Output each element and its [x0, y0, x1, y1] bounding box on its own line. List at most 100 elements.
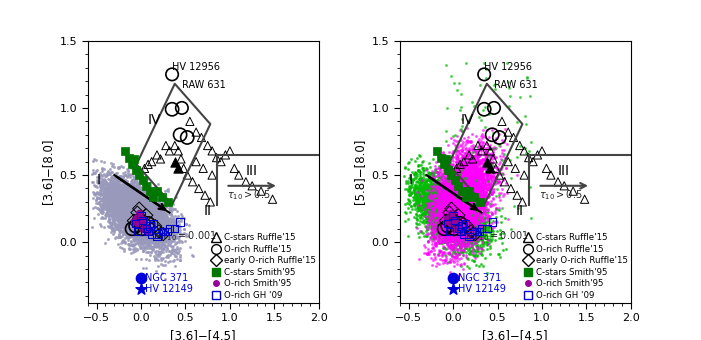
Point	[414, 204, 426, 210]
Point	[142, 236, 154, 241]
Point	[120, 192, 131, 197]
Point	[147, 225, 158, 230]
Point	[125, 203, 137, 209]
Point	[459, 221, 470, 226]
Point	[168, 257, 179, 263]
Point	[122, 191, 133, 197]
Point	[131, 198, 142, 204]
Point	[108, 214, 119, 219]
Point	[114, 202, 125, 207]
Point	[446, 189, 457, 194]
Point	[139, 183, 150, 188]
Point	[486, 163, 498, 168]
Point	[437, 218, 449, 223]
Point	[433, 195, 444, 200]
Point	[479, 205, 490, 211]
Point	[134, 177, 145, 183]
Point	[431, 184, 442, 190]
Point	[449, 188, 460, 193]
Point	[481, 174, 492, 179]
Point	[117, 193, 128, 198]
Point	[454, 200, 465, 205]
Point	[490, 178, 501, 183]
Point	[127, 230, 138, 236]
Point	[102, 212, 113, 217]
Point	[441, 206, 452, 211]
Point	[462, 175, 473, 181]
Point	[472, 196, 483, 201]
Point	[496, 171, 508, 176]
Point	[127, 208, 138, 214]
Point	[481, 149, 492, 154]
Point	[463, 200, 475, 206]
Point	[437, 195, 449, 200]
Point	[436, 217, 447, 222]
Point	[127, 194, 138, 200]
Point	[423, 183, 435, 188]
Point	[141, 228, 152, 233]
Point	[469, 193, 480, 199]
Point	[468, 226, 479, 231]
Point	[427, 188, 438, 193]
Point	[115, 197, 126, 202]
Point	[143, 217, 154, 222]
Point	[460, 200, 471, 205]
Point	[111, 226, 122, 232]
Point	[438, 180, 449, 185]
Point	[472, 206, 484, 211]
Point	[455, 211, 466, 217]
Point	[449, 225, 460, 231]
Point	[431, 205, 442, 211]
Point	[136, 231, 147, 236]
Point	[446, 209, 457, 215]
Point	[466, 200, 477, 205]
Point	[428, 185, 439, 191]
Point	[143, 205, 154, 210]
Point	[95, 191, 107, 196]
Point	[133, 211, 144, 217]
Point	[126, 182, 137, 187]
Point	[123, 200, 135, 206]
Point	[135, 220, 146, 226]
Point	[139, 220, 151, 225]
Point	[149, 231, 161, 237]
Point	[451, 188, 463, 194]
Point	[461, 201, 472, 206]
Point	[443, 227, 454, 232]
Point	[443, 204, 454, 210]
Point	[131, 206, 142, 211]
Point	[458, 216, 469, 221]
Point	[449, 199, 460, 204]
Point	[490, 220, 501, 225]
Point	[133, 184, 144, 189]
Point	[127, 223, 138, 229]
Point	[137, 208, 148, 214]
Point	[463, 151, 474, 157]
Point	[125, 232, 136, 238]
Point	[451, 202, 463, 207]
Point	[113, 207, 124, 212]
Point	[458, 204, 470, 209]
Point	[486, 212, 498, 217]
Point	[102, 177, 114, 182]
Point	[155, 203, 166, 209]
Point	[427, 193, 438, 199]
Point	[460, 227, 471, 232]
Point	[473, 144, 484, 150]
Point	[433, 251, 444, 257]
Point	[132, 221, 143, 226]
Point	[454, 222, 465, 228]
Point	[156, 205, 167, 210]
Point	[463, 190, 475, 195]
Point	[451, 238, 463, 244]
Point	[477, 160, 488, 166]
Point	[454, 192, 465, 198]
Point	[458, 185, 470, 191]
Point	[468, 177, 479, 182]
Point	[113, 177, 124, 182]
Point	[431, 225, 442, 230]
Point	[459, 209, 470, 214]
Point	[122, 224, 133, 230]
Point	[438, 218, 449, 223]
Point	[457, 188, 468, 193]
